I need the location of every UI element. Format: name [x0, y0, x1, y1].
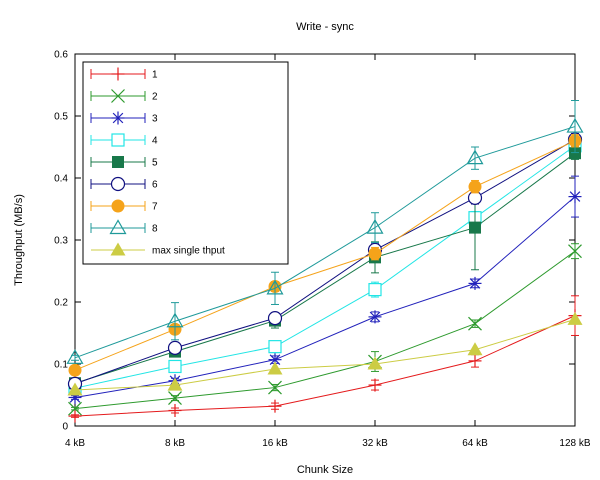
data-point — [68, 401, 82, 416]
x-tick-label: 16 kB — [262, 438, 288, 449]
data-point — [367, 356, 383, 370]
y-tick-label: 0.3 — [54, 236, 68, 247]
data-point — [166, 312, 184, 328]
data-point — [468, 276, 482, 290]
legend-entry: 1 — [90, 67, 158, 81]
data-point — [368, 378, 382, 392]
data-point — [68, 409, 82, 423]
series-line — [74, 126, 576, 359]
legend-label: 3 — [152, 114, 158, 125]
data-point — [168, 391, 182, 406]
data-point — [168, 359, 182, 374]
legend-entry: 3 — [90, 111, 158, 125]
legend-label: max single thput — [152, 246, 225, 257]
data-point — [469, 221, 481, 234]
legend-marker — [111, 133, 125, 147]
legend: 1 2 3 4 5 6 7 8 max single thput — [82, 61, 289, 265]
data-point — [368, 247, 382, 261]
y-tick-label: 0.4 — [54, 174, 68, 185]
series-line — [74, 196, 576, 398]
legend-marker — [110, 242, 126, 256]
legend-entry: 2 — [90, 89, 158, 103]
series-1 — [68, 295, 582, 423]
data-point — [268, 380, 282, 395]
legend-entry: 8 — [90, 219, 158, 235]
data-point — [467, 342, 483, 356]
data-point — [68, 363, 82, 377]
legend-label: 8 — [152, 224, 158, 235]
x-axis-label: Chunk Size — [297, 464, 353, 476]
plot-series — [66, 100, 584, 423]
legend-marker — [111, 111, 125, 125]
data-point — [468, 354, 482, 368]
data-point — [268, 340, 282, 354]
y-tick-label: 0 — [62, 422, 68, 433]
data-point — [167, 340, 183, 355]
data-point — [368, 283, 382, 297]
data-point — [368, 310, 382, 324]
data-point — [466, 149, 484, 165]
legend-entry: 7 — [90, 199, 158, 213]
legend-marker — [111, 67, 125, 81]
legend-label: 4 — [152, 136, 158, 147]
data-point — [267, 311, 283, 326]
series-max-single-thput — [67, 311, 583, 396]
data-point — [266, 279, 284, 295]
data-point — [567, 311, 583, 325]
y-tick-label: 0.5 — [54, 112, 68, 123]
series-line — [74, 140, 576, 371]
data-point — [267, 361, 283, 375]
legend-marker — [109, 219, 127, 235]
y-tick-label: 0.2 — [54, 298, 68, 309]
series-line — [74, 315, 576, 417]
legend-label: 5 — [152, 158, 158, 169]
data-point — [568, 244, 582, 259]
chart-title: Write - sync — [296, 21, 354, 33]
series-line — [74, 139, 576, 385]
data-point — [569, 147, 581, 160]
data-point — [366, 218, 384, 234]
data-point — [568, 190, 582, 204]
legend-label: 6 — [152, 180, 158, 191]
legend-label: 1 — [152, 70, 158, 81]
legend-entry: max single thput — [91, 242, 225, 257]
data-point — [67, 382, 83, 396]
data-point — [66, 349, 84, 364]
axis-ticks: 0 0.1 0.2 0.3 0.4 0.5 0.6 4 kB 8 kB 16 kB 32 kB 64 … — [54, 50, 591, 450]
legend-marker — [111, 199, 125, 213]
legend-marker — [110, 176, 126, 192]
legend-entry: 6 — [90, 176, 158, 192]
x-tick-label: 128 kB — [559, 438, 590, 449]
x-tick-label: 8 kB — [165, 438, 185, 449]
y-tick-label: 0.1 — [54, 360, 68, 371]
legend-entry: 5 — [90, 156, 158, 169]
series-line — [74, 250, 576, 410]
series-2 — [68, 243, 582, 416]
legend-entry: 4 — [90, 133, 158, 147]
x-tick-label: 32 kB — [362, 438, 388, 449]
data-point — [167, 377, 183, 391]
series-line — [74, 145, 576, 389]
y-axis-label: Throughput (MB/s) — [13, 194, 25, 286]
data-point — [168, 404, 182, 417]
series-line — [74, 152, 576, 384]
legend-label: 7 — [152, 202, 158, 213]
x-tick-label: 4 kB — [65, 438, 85, 449]
data-point — [468, 316, 482, 331]
series-8 — [66, 100, 584, 364]
legend-marker — [111, 89, 125, 103]
data-point — [468, 180, 482, 194]
data-point — [268, 399, 282, 413]
legend-marker — [112, 156, 124, 168]
legend-label: 2 — [152, 92, 158, 103]
series-line — [74, 318, 576, 391]
y-tick-label: 0.6 — [54, 50, 68, 61]
data-point — [566, 117, 584, 133]
x-tick-label: 64 kB — [462, 438, 488, 449]
